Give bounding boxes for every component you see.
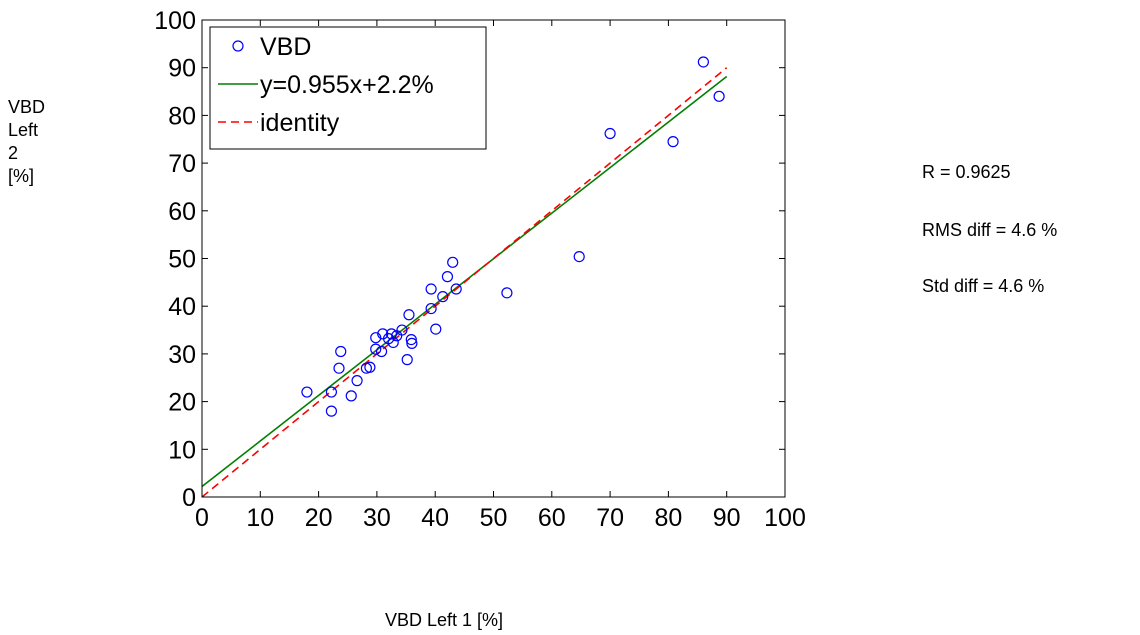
legend-box bbox=[209, 26, 487, 150]
data-point bbox=[501, 287, 513, 299]
data-point bbox=[697, 56, 709, 68]
data-point bbox=[370, 343, 382, 355]
data-point bbox=[406, 337, 418, 350]
data-point bbox=[604, 127, 616, 140]
y-tick-label: 40 bbox=[168, 293, 196, 321]
y-tick-label: 70 bbox=[168, 150, 196, 178]
data-point bbox=[396, 324, 408, 336]
x-tick-label: 60 bbox=[538, 504, 566, 532]
data-point bbox=[573, 250, 585, 263]
std-diff-annotation: Std diff = 4.6 % bbox=[922, 276, 1045, 296]
data-point bbox=[351, 375, 363, 387]
r-value-annotation: R = 0.9625 bbox=[922, 162, 1011, 182]
y-tick-label: 30 bbox=[168, 341, 196, 369]
data-point bbox=[441, 271, 454, 283]
y-axis-label-line: Left bbox=[8, 120, 39, 140]
y-tick-label: 90 bbox=[168, 55, 196, 83]
data-point bbox=[437, 291, 449, 303]
y-axis-label-line: [%] bbox=[8, 166, 35, 186]
x-tick-label: 100 bbox=[764, 504, 806, 532]
data-point bbox=[425, 302, 437, 315]
y-axis-label: VBD Left 2 [%] bbox=[8, 96, 45, 188]
y-tick-label: 20 bbox=[168, 389, 196, 417]
y-tick-label: 0 bbox=[182, 484, 196, 512]
y-tick-label: 60 bbox=[168, 198, 196, 226]
x-axis-label: VBD Left 1 [%] bbox=[385, 610, 504, 630]
data-point bbox=[375, 345, 388, 358]
legend-label: VBD bbox=[260, 33, 311, 61]
data-point bbox=[387, 336, 399, 349]
x-tick-label: 20 bbox=[305, 504, 333, 532]
y-tick-label: 80 bbox=[168, 102, 196, 130]
y-axis-label-line: 2 bbox=[8, 143, 19, 163]
data-point bbox=[301, 386, 313, 398]
data-point bbox=[364, 361, 376, 373]
data-point bbox=[335, 345, 347, 358]
x-tick-label: 30 bbox=[363, 504, 391, 532]
data-point bbox=[325, 405, 338, 417]
data-point bbox=[713, 90, 725, 102]
y-tick-label: 100 bbox=[154, 7, 196, 35]
rms-diff-annotation: RMS diff = 4.6 % bbox=[922, 220, 1058, 240]
x-tick-label: 70 bbox=[596, 504, 624, 532]
x-tick-label: 0 bbox=[195, 504, 209, 532]
x-tick-label: 10 bbox=[246, 504, 274, 532]
data-point bbox=[325, 386, 338, 398]
data-point bbox=[333, 362, 345, 374]
data-point bbox=[450, 283, 462, 295]
legend-label: y=0.955x+2.2% bbox=[260, 71, 434, 99]
y-axis-label-line: VBD bbox=[8, 97, 46, 117]
x-tick-label: 80 bbox=[654, 504, 682, 532]
legend-marker bbox=[232, 40, 244, 52]
data-point bbox=[370, 332, 382, 344]
x-tick-label: 50 bbox=[480, 504, 508, 532]
y-tick-label: 10 bbox=[168, 436, 196, 464]
x-tick-label: 90 bbox=[713, 504, 741, 532]
y-tick-label: 50 bbox=[168, 246, 196, 274]
legend-label: identity bbox=[260, 109, 340, 137]
data-point bbox=[430, 323, 442, 335]
x-tick-label: 40 bbox=[421, 504, 449, 532]
data-point bbox=[345, 390, 357, 402]
data-point bbox=[667, 136, 679, 148]
data-point bbox=[447, 256, 459, 268]
data-point bbox=[385, 328, 398, 340]
data-point bbox=[403, 309, 415, 321]
data-point bbox=[401, 354, 413, 366]
data-point bbox=[405, 333, 417, 346]
identity-line bbox=[201, 67, 728, 498]
data-point bbox=[425, 283, 437, 295]
